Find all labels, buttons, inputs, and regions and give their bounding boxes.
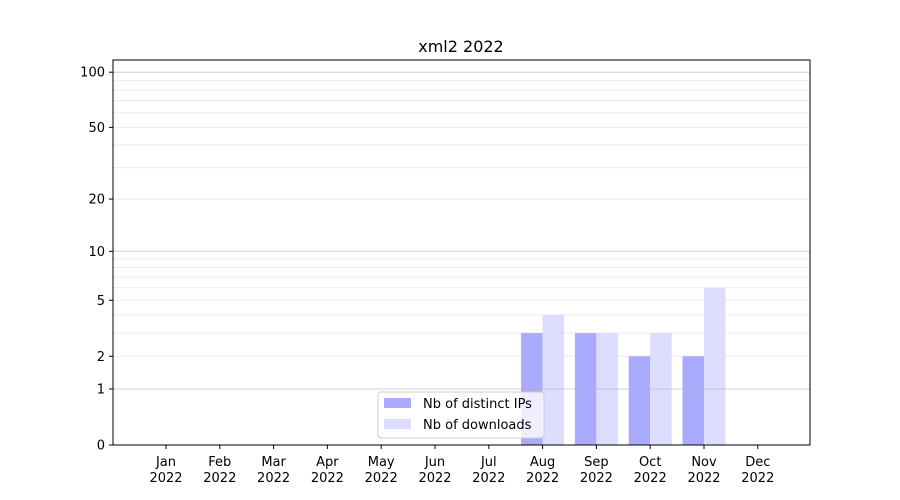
x-tick-label: May 2022	[365, 455, 398, 486]
legend-swatch	[384, 398, 411, 408]
x-tick-label: Nov 2022	[687, 455, 720, 486]
legend-swatch	[384, 419, 411, 429]
plot-frame	[112, 59, 811, 446]
y-tick-label: 1	[97, 383, 105, 398]
legend-label: Nb of distinct IPs	[423, 397, 532, 412]
bar-downloads	[704, 287, 726, 445]
bar-downloads	[542, 314, 565, 445]
x-tick-label: Apr 2022	[311, 455, 344, 486]
x-tick-label: Mar 2022	[257, 455, 290, 486]
x-tick-label: Feb 2022	[203, 455, 236, 486]
legend-label: Nb of downloads	[423, 418, 532, 433]
legend: Nb of distinct IPs Nb of downloads	[377, 391, 545, 439]
chart-title: xml2 2022	[418, 37, 503, 56]
bar-distinct-ips	[628, 356, 651, 445]
x-tick-label: Aug 2022	[526, 455, 559, 486]
x-tick-label: Dec 2022	[741, 455, 774, 486]
y-tick-label: 20	[88, 193, 105, 208]
x-tick-label: Oct 2022	[634, 455, 667, 486]
x-tick-label: Sep 2022	[580, 455, 613, 486]
y-tick-label: 2	[97, 350, 105, 365]
x-tick-label: Jan 2022	[149, 455, 182, 486]
x-tick-label: Jun 2022	[418, 455, 451, 486]
legend-box	[377, 391, 545, 439]
y-tick-label: 100	[80, 66, 105, 81]
bar-distinct-ips	[682, 356, 704, 445]
x-tick-label: Jul 2022	[472, 455, 505, 486]
y-tick-label: 10	[88, 245, 105, 260]
y-tick-label: 5	[97, 294, 105, 309]
y-tick-label: 50	[88, 121, 105, 136]
y-tick-label: 0	[97, 439, 105, 454]
